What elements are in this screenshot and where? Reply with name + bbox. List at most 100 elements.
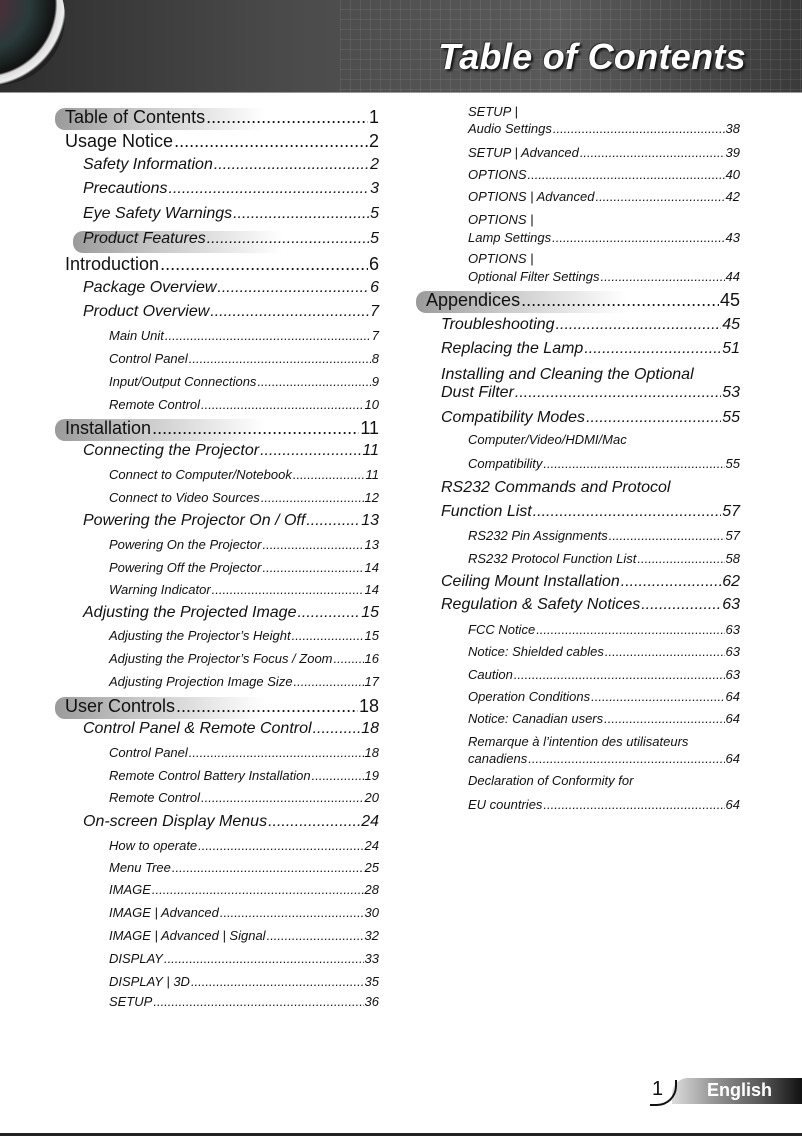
toc-entry-page: 63 bbox=[725, 644, 740, 659]
language-label: English bbox=[707, 1080, 773, 1100]
toc-entry[interactable]: Operation Conditions 64 bbox=[468, 689, 740, 704]
toc-entry[interactable]: Compatibility Modes 55 bbox=[441, 409, 740, 427]
toc-entry[interactable]: User Controls 18 bbox=[65, 696, 379, 717]
toc-entry[interactable]: Caution 63 bbox=[468, 667, 740, 682]
toc-entry[interactable]: RS232 Protocol Function List 58 bbox=[468, 551, 740, 566]
toc-entry-page: 7 bbox=[370, 303, 379, 320]
toc-entry[interactable]: Troubleshooting 45 bbox=[441, 316, 740, 334]
toc-entry-page: 55 bbox=[722, 409, 740, 426]
toc-entry[interactable]: Powering Off the Projector 14 bbox=[109, 560, 379, 575]
toc-entry[interactable]: Powering On the Projector 13 bbox=[109, 537, 379, 552]
toc-entry[interactable]: Remote Control 10 bbox=[109, 397, 379, 412]
toc-entry-title: Warning Indicator bbox=[109, 582, 211, 597]
leader-dots bbox=[604, 711, 724, 726]
toc-entry[interactable]: Precautions 3 bbox=[83, 180, 379, 198]
toc-entry[interactable]: Menu Tree 25 bbox=[109, 860, 379, 875]
leader-dots bbox=[334, 651, 364, 666]
toc-entry[interactable]: Main Unit 7 bbox=[109, 328, 379, 343]
toc-entry-title-line1[interactable]: OPTIONS | bbox=[468, 251, 534, 266]
toc-entry[interactable]: Product Features 5 bbox=[83, 230, 379, 248]
toc-entry[interactable]: Eye Safety Warnings 5 bbox=[83, 205, 379, 223]
toc-entry[interactable]: Introduction 6 bbox=[65, 254, 379, 275]
toc-entry[interactable]: Connect to Computer/Notebook 11 bbox=[109, 467, 379, 482]
toc-entry[interactable]: canadiens 64 bbox=[468, 751, 740, 766]
toc-entry[interactable]: Installation 11 bbox=[65, 418, 379, 439]
toc-entry-title: Powering the Projector On / Off bbox=[83, 512, 306, 529]
toc-entry[interactable]: Connecting the Projector 11 bbox=[83, 442, 379, 460]
toc-entry[interactable]: Connect to Video Sources 12 bbox=[109, 490, 379, 505]
toc-entry[interactable]: Appendices 45 bbox=[426, 290, 740, 311]
toc-entry-title-line1[interactable]: OPTIONS | bbox=[468, 212, 534, 227]
toc-entry[interactable]: Warning Indicator 14 bbox=[109, 582, 379, 597]
toc-entry[interactable]: Remote Control Battery Installation 19 bbox=[109, 768, 379, 783]
leader-dots bbox=[160, 254, 368, 275]
toc-entry-title: Table of Contents bbox=[65, 107, 206, 127]
page-number: 1 bbox=[652, 1078, 664, 1100]
toc-entry[interactable]: Notice: Canadian users 64 bbox=[468, 711, 740, 726]
toc-entry-page: 64 bbox=[725, 751, 740, 766]
toc-entry[interactable]: Replacing the Lamp 51 bbox=[441, 340, 740, 358]
toc-entry[interactable]: RS232 Pin Assignments 57 bbox=[468, 528, 740, 543]
toc-entry[interactable]: Input/Output Connections 9 bbox=[109, 374, 379, 389]
toc-entry[interactable]: SETUP | Advanced 39 bbox=[468, 145, 740, 160]
leader-dots bbox=[601, 269, 725, 284]
toc-entry[interactable]: Control Panel 18 bbox=[109, 745, 379, 760]
toc-entry[interactable]: Lamp Settings 43 bbox=[468, 230, 740, 245]
toc-entry-page: 32 bbox=[364, 928, 379, 943]
toc-entry[interactable]: Safety Information 2 bbox=[83, 156, 379, 174]
toc-entry[interactable]: Notice: Shielded cables 63 bbox=[468, 644, 740, 659]
toc-entry[interactable]: Product Overview 7 bbox=[83, 303, 379, 321]
toc-entry-title-line1[interactable]: Computer/Video/HDMI/Mac bbox=[468, 432, 627, 447]
toc-entry[interactable]: SETUP 36 bbox=[109, 994, 379, 1009]
toc-entry-title-line1[interactable]: SETUP | bbox=[468, 104, 518, 119]
toc-entry-title-line1[interactable]: Installing and Cleaning the Optional bbox=[441, 366, 694, 383]
toc-entry[interactable]: Adjusting the Projected Image 15 bbox=[83, 604, 379, 622]
toc-entry[interactable]: Ceiling Mount Installation 62 bbox=[441, 573, 740, 591]
toc-entry[interactable]: Adjusting the Projector’s Focus / Zoom 16 bbox=[109, 651, 379, 666]
toc-entry[interactable]: OPTIONS 40 bbox=[468, 167, 740, 182]
toc-entry[interactable]: Package Overview 6 bbox=[83, 279, 379, 297]
toc-entry[interactable]: IMAGE 28 bbox=[109, 882, 379, 897]
toc-entry-page: 43 bbox=[725, 230, 740, 245]
toc-entry-title: Adjusting the Projector’s Focus / Zoom bbox=[109, 651, 333, 666]
toc-entry[interactable]: Control Panel & Remote Control 18 bbox=[83, 720, 379, 738]
toc-entry[interactable]: Adjusting Projection Image Size 17 bbox=[109, 674, 379, 689]
toc-entry[interactable]: How to operate 24 bbox=[109, 838, 379, 853]
leader-dots bbox=[292, 628, 364, 643]
toc-entry-title: Connect to Video Sources bbox=[109, 490, 260, 505]
toc-entry[interactable]: Compatibility 55 bbox=[468, 456, 740, 471]
toc-entry-title-line1[interactable]: RS232 Commands and Protocol bbox=[441, 479, 671, 496]
projector-lens-image bbox=[0, 0, 65, 85]
toc-entry[interactable]: Regulation & Safety Notices 63 bbox=[441, 596, 740, 614]
toc-entry[interactable]: Function List 57 bbox=[441, 503, 740, 521]
page-header: Table of Contents bbox=[0, 0, 802, 93]
toc-entry[interactable]: EU countries 64 bbox=[468, 797, 740, 812]
toc-entry-title-line1[interactable]: Declaration of Conformity for bbox=[468, 773, 634, 788]
toc-entry[interactable]: Control Panel 8 bbox=[109, 351, 379, 366]
toc-entry[interactable]: OPTIONS | Advanced 42 bbox=[468, 189, 740, 204]
toc-entry[interactable]: FCC Notice 63 bbox=[468, 622, 740, 637]
toc-entry[interactable]: Table of Contents 1 bbox=[65, 107, 379, 128]
toc-entry-title-line1[interactable]: Remarque à l’intention des utilisateurs bbox=[468, 734, 689, 749]
leader-dots bbox=[528, 751, 724, 766]
toc-entry[interactable]: Adjusting the Projector’s Height 15 bbox=[109, 628, 379, 643]
toc-entry[interactable]: DISPLAY | 3D 35 bbox=[109, 974, 379, 989]
toc-entry[interactable]: IMAGE | Advanced 30 bbox=[109, 905, 379, 920]
toc-entry[interactable]: Remote Control 20 bbox=[109, 790, 379, 805]
toc-entry[interactable]: DISPLAY 33 bbox=[109, 951, 379, 966]
toc-entry-page: 18 bbox=[361, 720, 379, 737]
toc-entry-page: 35 bbox=[364, 974, 379, 989]
toc-entry[interactable]: Audio Settings 38 bbox=[468, 121, 740, 136]
toc-entry[interactable]: On-screen Display Menus 24 bbox=[83, 813, 379, 831]
toc-entry[interactable]: Usage Notice 2 bbox=[65, 131, 379, 152]
toc-entry-title: Package Overview bbox=[83, 279, 217, 296]
toc-entry-title: Powering On the Projector bbox=[109, 537, 262, 552]
toc-entry[interactable]: Optional Filter Settings 44 bbox=[468, 269, 740, 284]
toc-entry[interactable]: Powering the Projector On / Off 13 bbox=[83, 512, 379, 530]
toc-entry-page: 64 bbox=[725, 711, 740, 726]
toc-entry[interactable]: IMAGE | Advanced | Signal 32 bbox=[109, 928, 379, 943]
toc-entry-page: 57 bbox=[725, 528, 740, 543]
leader-dots bbox=[595, 189, 724, 204]
toc-entry-title: Operation Conditions bbox=[468, 689, 591, 704]
toc-entry[interactable]: Dust Filter 53 bbox=[441, 384, 740, 402]
